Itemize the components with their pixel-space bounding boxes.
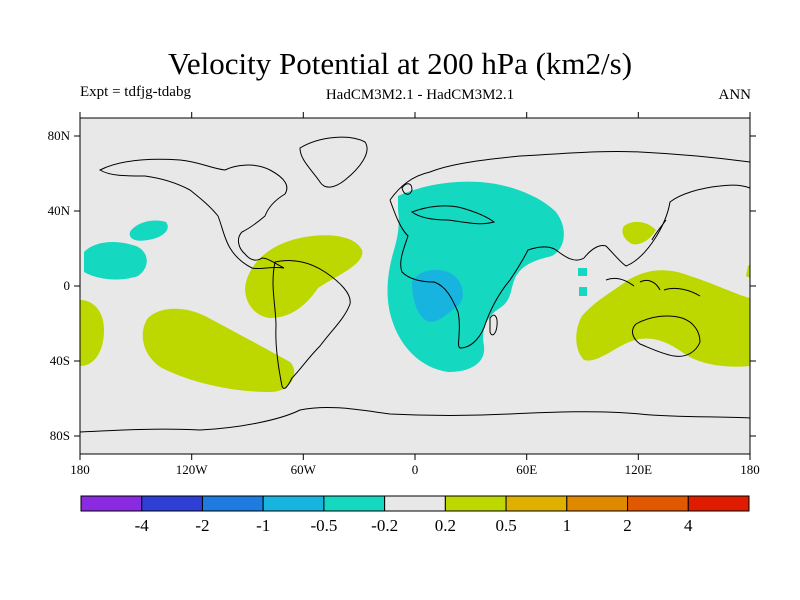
region-east-pacific-dateline xyxy=(80,300,104,366)
coast-greenland xyxy=(299,136,368,188)
lat-label-0: 0 xyxy=(64,278,71,293)
colorbar-label-9: 4 xyxy=(684,516,693,535)
colorbar-label-7: 1 xyxy=(563,516,572,535)
colorbar-box-6 xyxy=(444,495,507,512)
lon-label-120w: 120W xyxy=(176,462,209,477)
region-east-pacific-edge xyxy=(746,264,750,278)
colorbar-label-4: -0.2 xyxy=(371,516,398,535)
negative-anomaly-regions xyxy=(84,181,587,372)
positive-anomaly-regions xyxy=(80,221,750,392)
lon-label-60e: 60E xyxy=(516,462,537,477)
colorbar-label-2: -1 xyxy=(256,516,270,535)
lat-ticks xyxy=(74,112,756,460)
colorbar-box-10 xyxy=(687,495,750,512)
coast-uk xyxy=(401,183,413,195)
colorbar-box-0 xyxy=(80,495,143,512)
coast-indonesia xyxy=(605,277,701,297)
lat-label-80n: 80N xyxy=(48,128,71,143)
colorbar-label-5: 0.2 xyxy=(435,516,456,535)
coast-south-america xyxy=(272,259,351,389)
colorbar-label-1: -2 xyxy=(195,516,209,535)
region-maritime-continent xyxy=(576,270,750,367)
region-southeast-pacific xyxy=(142,308,295,392)
colorbar-boxes xyxy=(80,495,750,512)
region-africa-europe xyxy=(387,181,564,372)
colorbar-box-1 xyxy=(141,495,203,512)
coast-antarctica xyxy=(79,406,751,433)
coastlines xyxy=(79,136,751,433)
lon-label-0: 0 xyxy=(412,462,419,477)
colorbar-box-5 xyxy=(384,495,446,512)
colorbar-labels: -4 -2 -1 -0.5 -0.2 0.2 0.5 1 2 4 xyxy=(135,516,693,535)
colorbar-label-8: 2 xyxy=(623,516,632,535)
lat-label-80s: 80S xyxy=(50,428,70,443)
colorbar-box-4 xyxy=(323,495,386,512)
lon-label-180e: 180 xyxy=(740,462,760,477)
region-north-pacific-small xyxy=(129,220,168,241)
colorbar-box-8 xyxy=(566,495,629,512)
lat-label-40s: 40S xyxy=(50,353,70,368)
coast-north-america xyxy=(98,158,288,270)
experiment-label: Expt = tdfjg-tdabg xyxy=(80,84,191,100)
colorbar-label-0: -4 xyxy=(135,516,150,535)
coast-eurasia-africa xyxy=(389,150,751,349)
colorbar-label-6: 0.5 xyxy=(495,516,516,535)
region-indian-ocean-b xyxy=(579,287,587,296)
region-central-africa-core xyxy=(412,269,463,322)
strong-negative-core xyxy=(412,269,463,322)
lon-label-180w: 180 xyxy=(70,462,90,477)
plot-title: Velocity Potential at 200 hPa (km2/s) xyxy=(167,46,633,81)
colorbar-box-7 xyxy=(505,495,568,512)
colorbar-label-3: -0.5 xyxy=(310,516,337,535)
coast-mediterranean xyxy=(410,205,496,225)
colorbar-box-9 xyxy=(627,495,689,512)
region-south-america-north xyxy=(245,235,363,318)
colorbar-box-3 xyxy=(262,495,325,512)
season-label: ANN xyxy=(718,87,752,103)
region-north-pacific xyxy=(84,242,147,280)
lon-label-120e: 120E xyxy=(625,462,653,477)
coast-australia xyxy=(632,315,701,357)
region-west-pacific xyxy=(622,221,656,245)
model-label: HadCM3M2.1 - HadCM3M2.1 xyxy=(325,87,515,103)
coast-madagascar xyxy=(489,314,498,336)
colorbar-box-2 xyxy=(201,495,264,512)
coast-japan xyxy=(651,219,667,241)
region-indian-ocean-a xyxy=(578,268,587,276)
lon-label-60w: 60W xyxy=(291,462,317,477)
lat-label-40n: 40N xyxy=(48,203,71,218)
